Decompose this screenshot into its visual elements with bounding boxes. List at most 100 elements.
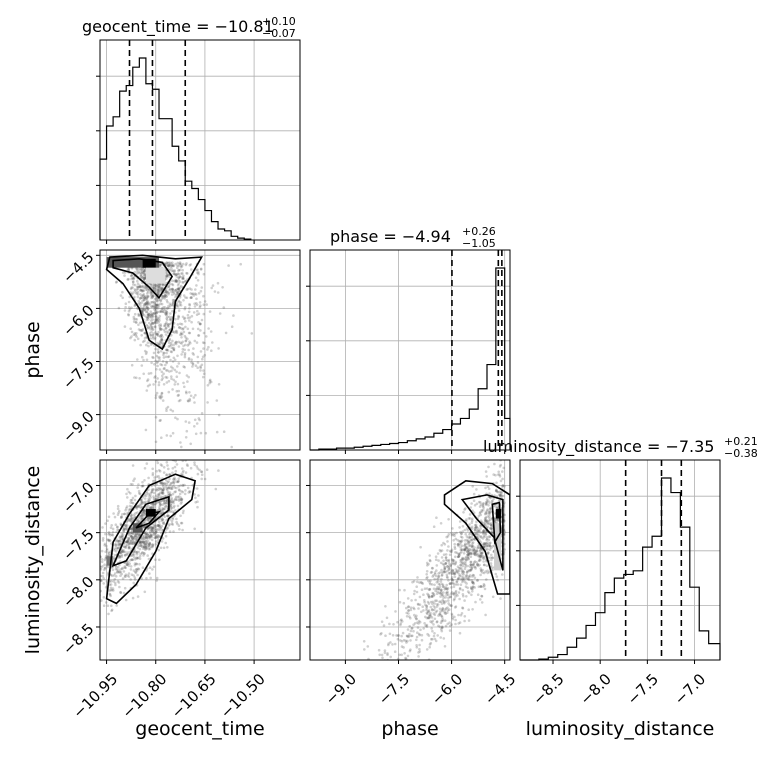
scatter-point xyxy=(427,609,431,612)
scatter-point xyxy=(214,487,218,491)
scatter-point xyxy=(499,491,503,494)
scatter-point xyxy=(474,565,477,569)
scatter-point xyxy=(488,526,492,530)
scatter-point xyxy=(176,264,179,267)
scatter-point xyxy=(461,536,464,539)
title-geocent-time-plus: +0.10 xyxy=(262,15,296,28)
scatter-point xyxy=(177,393,180,397)
scatter-point xyxy=(486,509,489,512)
scatter-point xyxy=(171,290,175,294)
scatter-point xyxy=(147,312,150,315)
scatter-point xyxy=(130,542,133,545)
scatter-point xyxy=(142,270,146,274)
scatter-point xyxy=(177,524,181,527)
scatter-point xyxy=(101,571,105,575)
scatter-point xyxy=(167,514,170,518)
scatter-point xyxy=(118,509,121,513)
scatter-point xyxy=(461,588,465,592)
scatter-point xyxy=(195,487,199,490)
scatter-point xyxy=(153,308,156,311)
scatter-point xyxy=(185,271,188,275)
scatter-point xyxy=(437,614,440,617)
scatter-point xyxy=(146,290,150,294)
scatter-point xyxy=(175,463,179,466)
scatter-point xyxy=(187,331,191,335)
scatter-point xyxy=(447,579,450,582)
scatter-point xyxy=(148,566,152,569)
scatter-point xyxy=(188,264,192,267)
scatter-point xyxy=(127,539,130,542)
scatter-point xyxy=(437,575,441,578)
scatter-point xyxy=(188,302,191,306)
scatter-point xyxy=(405,611,409,615)
scatter-point xyxy=(470,579,474,582)
scatter-point xyxy=(464,548,467,551)
scatter-point xyxy=(479,513,483,517)
scatter-point xyxy=(199,268,203,271)
scatter-point xyxy=(463,539,467,542)
scatter-point xyxy=(502,466,506,470)
scatter-point xyxy=(168,477,171,481)
scatter-point xyxy=(478,556,482,560)
scatter-point xyxy=(440,577,443,581)
scatter-point xyxy=(158,368,162,371)
scatter-point xyxy=(202,375,205,379)
scatter-point xyxy=(149,491,153,495)
scatter-point xyxy=(169,507,173,511)
scatter-point xyxy=(430,583,434,586)
scatter-point xyxy=(165,376,169,379)
scatter-point xyxy=(155,284,158,287)
scatter-point xyxy=(470,587,474,590)
scatter-point xyxy=(133,578,137,581)
scatter-point xyxy=(132,581,135,585)
scatter-point xyxy=(417,622,420,625)
scatter-point xyxy=(166,464,169,467)
scatter-point xyxy=(436,552,440,555)
scatter-point xyxy=(377,648,381,652)
scatter-point xyxy=(119,542,122,546)
scatter-point xyxy=(435,516,438,519)
scatter-point xyxy=(482,529,486,533)
scatter-point xyxy=(165,498,169,502)
scatter-point xyxy=(489,518,492,522)
scatter-point xyxy=(140,289,144,293)
scatter-point xyxy=(165,351,168,355)
scatter-point xyxy=(116,566,120,569)
scatter-point xyxy=(432,593,436,596)
scatter-point xyxy=(171,471,174,475)
scatter-point xyxy=(164,531,167,534)
scatter-point xyxy=(440,568,443,572)
scatter-point xyxy=(154,318,157,321)
scatter-point xyxy=(391,643,394,646)
scatter-point xyxy=(440,619,444,623)
scatter-point xyxy=(193,461,196,464)
scatter-point xyxy=(472,492,476,496)
scatter-point xyxy=(185,463,189,466)
scatter-point xyxy=(430,594,434,598)
scatter-point xyxy=(437,559,440,562)
scatter-point xyxy=(129,287,133,291)
scatter-point xyxy=(135,551,138,554)
scatter-point xyxy=(436,634,440,637)
scatter-point xyxy=(126,563,129,566)
scatter-point xyxy=(136,285,139,289)
scatter-point xyxy=(115,568,119,571)
scatter-point xyxy=(180,501,183,504)
scatter-point xyxy=(141,480,144,484)
scatter-point xyxy=(399,622,403,625)
scatter-point xyxy=(158,343,161,346)
scatter-point xyxy=(147,326,151,330)
scatter-point xyxy=(147,314,151,318)
scatter-point xyxy=(196,500,199,504)
scatter-point xyxy=(438,548,442,552)
scatter-point xyxy=(468,544,471,548)
scatter-point xyxy=(494,572,498,576)
scatter-point xyxy=(130,526,134,529)
scatter-point xyxy=(216,281,220,285)
scatter-point xyxy=(101,537,105,540)
scatter-point xyxy=(479,568,483,572)
scatter-point xyxy=(451,616,454,619)
scatter-point xyxy=(480,551,484,555)
scatter-point xyxy=(146,300,150,304)
scatter-point xyxy=(138,557,142,561)
